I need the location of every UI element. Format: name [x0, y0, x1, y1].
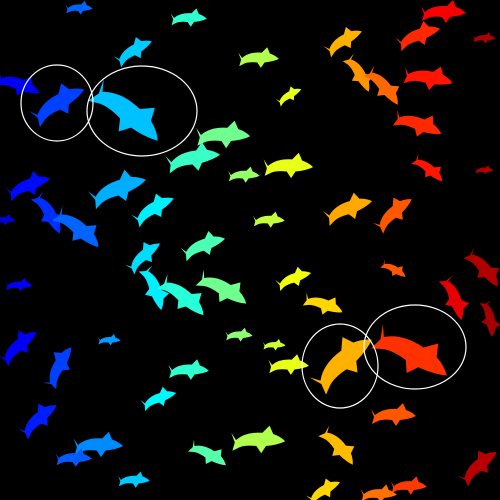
- fish: [65, 0, 93, 15]
- fish: [0, 330, 37, 367]
- fish: [268, 354, 309, 375]
- fish: [318, 425, 355, 465]
- fish: [131, 193, 174, 228]
- fish: [263, 339, 286, 351]
- fish: [113, 37, 152, 68]
- fish: [231, 425, 286, 454]
- fish: [411, 153, 443, 182]
- fish: [29, 83, 85, 128]
- highlight-ellipse: [86, 65, 198, 157]
- fish: [322, 192, 373, 226]
- fish: [51, 205, 99, 248]
- fish: [372, 197, 412, 234]
- fish: [323, 27, 362, 58]
- fish: [124, 242, 161, 275]
- fish: [156, 273, 204, 316]
- fish: [342, 53, 373, 92]
- fish: [42, 347, 72, 390]
- fish: [371, 324, 447, 376]
- fish: [463, 247, 500, 287]
- fish: [88, 169, 147, 210]
- fish: [392, 109, 442, 137]
- fish: [180, 230, 226, 262]
- fish: [17, 403, 57, 440]
- fish: [170, 8, 207, 27]
- highlight-ellipse: [301, 323, 379, 409]
- fish: [140, 386, 177, 412]
- fish: [263, 152, 314, 179]
- fish: [390, 476, 427, 495]
- fish: [195, 269, 247, 304]
- fish: [238, 47, 279, 68]
- fish: [360, 484, 397, 500]
- fish: [73, 431, 124, 458]
- fish: [196, 120, 251, 149]
- fish: [0, 71, 40, 96]
- fish: [363, 65, 400, 105]
- fish: [118, 471, 150, 488]
- fish: [55, 448, 92, 467]
- fish: [438, 275, 470, 321]
- fish: [421, 0, 466, 23]
- fish: [188, 439, 226, 466]
- fish: [98, 334, 121, 346]
- fish: [138, 265, 170, 311]
- fish: [302, 292, 343, 315]
- fish: [165, 142, 221, 174]
- fish: [275, 266, 312, 292]
- fish: [225, 327, 253, 342]
- fish: [380, 259, 406, 277]
- fish: [168, 359, 209, 380]
- fish: [395, 20, 441, 52]
- highlight-ellipse: [363, 304, 467, 390]
- fish: [473, 32, 496, 44]
- fish: [371, 403, 416, 426]
- fish: [0, 214, 16, 226]
- highlight-ellipse: [20, 64, 94, 142]
- fish: [457, 450, 497, 487]
- fish: [309, 337, 372, 395]
- fish: [5, 170, 51, 202]
- fish: [5, 277, 33, 292]
- fish: [479, 300, 500, 337]
- fish: [305, 478, 340, 500]
- fish: [403, 66, 453, 91]
- fish: [475, 165, 494, 175]
- fish: [275, 86, 302, 107]
- fish: [30, 191, 65, 234]
- fish: [87, 78, 158, 141]
- fish: [228, 166, 260, 183]
- highlight-group: [20, 64, 467, 409]
- fish: [253, 211, 285, 228]
